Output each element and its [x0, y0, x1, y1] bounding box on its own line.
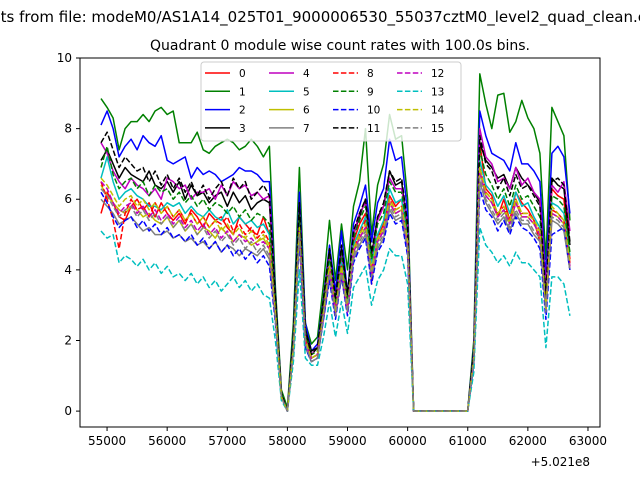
legend-label-2: 2 [239, 105, 246, 117]
figure-suptitle: Plots from file: modeM0/AS1A14_025T01_90… [0, 8, 640, 27]
y-tick-label: 6 [64, 192, 72, 206]
series-line-4 [100, 127, 571, 412]
y-tick-label: 10 [57, 51, 72, 65]
legend-label-0: 0 [239, 68, 246, 80]
y-tick-label: 4 [64, 263, 72, 277]
x-tick-label: 61000 [449, 434, 487, 448]
series-line-15 [100, 177, 571, 412]
x-tick-label: 60000 [389, 434, 427, 448]
legend-label-12: 12 [431, 68, 444, 80]
legend-label-3: 3 [239, 123, 246, 135]
y-axis: 0 2 4 6 8 10 [57, 51, 80, 418]
legend-label-14: 14 [431, 105, 445, 117]
legend-label-11: 11 [367, 123, 380, 135]
legend-label-6: 6 [303, 105, 310, 117]
y-tick-label: 2 [64, 333, 72, 347]
chart-title: Quadrant 0 module wise count rates with … [150, 38, 530, 54]
x-axis: 55000 56000 57000 58000 59000 60000 61000 62000… [88, 427, 607, 448]
legend-label-4: 4 [303, 68, 310, 80]
y-tick-label: 8 [64, 122, 72, 136]
y-tick-label: 0 [64, 404, 72, 418]
plot-area-frame [79, 57, 601, 428]
x-tick-label: 57000 [208, 434, 246, 448]
series-line-10 [100, 187, 571, 412]
series-line-9 [100, 145, 571, 412]
plot-lines [100, 73, 571, 412]
legend-label-5: 5 [303, 86, 310, 98]
x-tick-label: 55000 [88, 434, 126, 448]
legend-box [200, 61, 462, 142]
series-line-1 [100, 73, 571, 412]
series-line-12 [100, 170, 571, 412]
series-line-11 [100, 131, 571, 412]
legend-label-1: 1 [239, 86, 246, 98]
x-axis-offset-label: +5.021e8 [531, 455, 590, 469]
legend-label-9: 9 [367, 86, 374, 98]
x-tick-label: 62000 [509, 434, 547, 448]
x-tick-label: 59000 [328, 434, 366, 448]
x-tick-label: 63000 [569, 434, 607, 448]
legend-label-10: 10 [367, 105, 380, 117]
x-tick-label: 58000 [268, 434, 306, 448]
series-line-14 [100, 166, 571, 412]
legend-label-13: 13 [431, 86, 444, 98]
legend-label-15: 15 [431, 123, 444, 135]
legend-label-7: 7 [303, 123, 310, 135]
x-tick-label: 56000 [148, 434, 186, 448]
series-line-13 [100, 226, 571, 412]
legend-label-8: 8 [367, 68, 374, 80]
series-line-2 [100, 110, 571, 412]
